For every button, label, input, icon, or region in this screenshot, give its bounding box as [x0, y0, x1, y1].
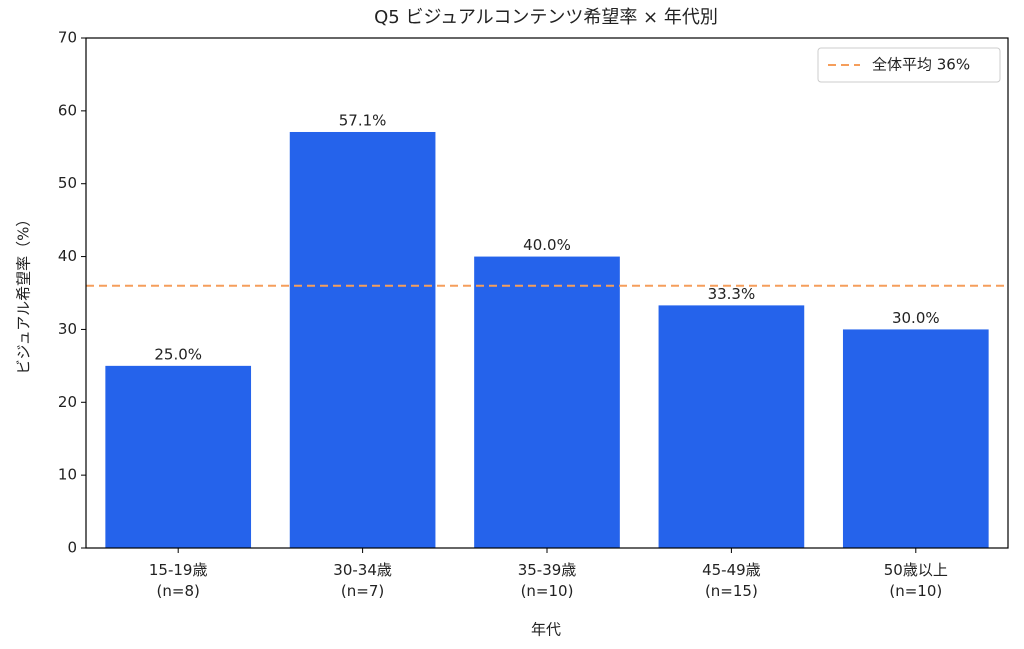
x-tick-line: 50歳以上 [884, 561, 948, 579]
x-tick-line: (n=7) [341, 582, 384, 600]
value-label: 40.0% [523, 236, 571, 254]
x-tick-label: 45-49歳 (n=15) [702, 561, 761, 600]
x-tick-line: 15-19歳 [149, 561, 208, 579]
x-tick-label: 15-19歳 (n=8) [149, 561, 208, 600]
value-label: 33.3% [708, 285, 756, 303]
x-tick-label: 35-39歳 (n=10) [518, 561, 577, 600]
x-tick-label: 30-34歳 (n=7) [333, 561, 392, 600]
legend-box [817, 47, 1001, 83]
x-tick-line: (n=15) [705, 582, 758, 600]
chart-title: Q5 ビジュアルコンテンツ希望率 × 年代別 [374, 7, 718, 28]
x-tick-line: (n=10) [521, 582, 574, 600]
x-axis-label: 年代 [531, 621, 561, 639]
x-tick-line: 35-39歳 [518, 561, 577, 579]
y-tick-label: 0 [67, 539, 77, 557]
legend-label: 全体平均 36% [872, 56, 970, 74]
y-tick-label: 20 [58, 393, 77, 411]
value-label: 30.0% [892, 309, 940, 327]
bar [105, 365, 252, 548]
value-label: 25.0% [154, 345, 202, 363]
y-tick-label: 50 [58, 174, 77, 192]
bar [842, 329, 989, 548]
x-tick-line: 30-34歳 [333, 561, 392, 579]
y-tick-label: 40 [58, 247, 77, 265]
value-label: 57.1% [339, 111, 387, 129]
y-axis-label: ビジュアル希望率（%） [15, 212, 33, 375]
y-tick-label: 60 [58, 101, 77, 119]
bar [474, 256, 620, 548]
y-tick-label: 70 [58, 29, 77, 47]
x-tick-line: 45-49歳 [702, 561, 761, 579]
x-tick-line: (n=8) [157, 582, 200, 600]
y-tick-label: 10 [58, 466, 77, 484]
bar [289, 131, 436, 548]
x-tick-line: (n=10) [889, 582, 942, 600]
bar [658, 305, 805, 548]
plot-frame [85, 37, 1009, 549]
y-tick-label: 30 [58, 320, 77, 338]
x-tick-label: 50歳以上 (n=10) [884, 561, 948, 600]
